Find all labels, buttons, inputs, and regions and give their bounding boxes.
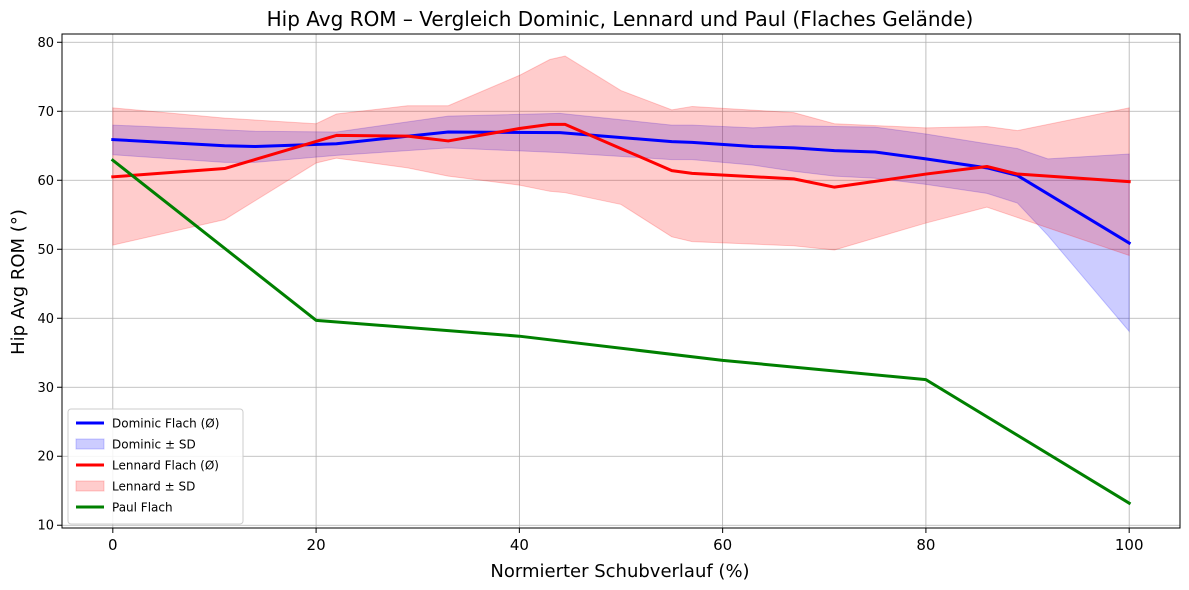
x-tick-label: 100	[1115, 536, 1144, 554]
y-tick-label: 60	[37, 174, 54, 189]
series-line-4	[110, 158, 1132, 506]
y-tick-label: 40	[37, 312, 54, 327]
legend-swatch	[75, 438, 105, 450]
y-axis-title: Hip Avg ROM (°)	[8, 209, 29, 355]
y-tick-label: 20	[37, 450, 54, 465]
legend-label: Lennard ± SD	[112, 480, 195, 494]
axis-ticks: 0 20 40 60 80 100 10 20 30 40 50 60 70 80	[37, 36, 1143, 554]
x-tick-label: 60	[713, 536, 732, 554]
y-tick-label: 30	[37, 381, 54, 396]
y-tick-label: 70	[37, 105, 54, 120]
x-tick-label: 80	[916, 536, 935, 554]
y-tick-label: 10	[37, 519, 54, 534]
legend-swatch	[75, 480, 105, 492]
legend-label: Lennard Flach (Ø)	[112, 459, 219, 473]
sd-band-1	[112, 112, 1130, 333]
sd-band-3	[112, 55, 1130, 257]
plot-frame	[61, 33, 1181, 529]
legend-label: Paul Flach	[112, 501, 173, 515]
legend: Dominic Flach (Ø) Dominic ± SD Lennard Fla…	[67, 408, 244, 525]
x-tick-label: 40	[510, 536, 529, 554]
series-line-0	[111, 130, 1132, 246]
x-tick-label: 0	[108, 536, 118, 554]
legend-label: Dominic Flach (Ø)	[112, 417, 219, 431]
legend-box	[67, 408, 244, 525]
chart-title: Hip Avg ROM – Vergleich Dominic, Lennard…	[267, 7, 974, 31]
grid-lines	[62, 34, 1180, 528]
y-tick-label: 50	[37, 243, 54, 258]
x-axis-title: Normierter Schubverlauf (%)	[490, 561, 749, 582]
sd-bands	[112, 55, 1130, 333]
series-line-2	[111, 122, 1131, 189]
x-tick-label: 20	[307, 536, 326, 554]
y-tick-label: 80	[37, 36, 54, 51]
series-lines	[110, 122, 1132, 506]
legend-label: Dominic ± SD	[112, 438, 196, 452]
